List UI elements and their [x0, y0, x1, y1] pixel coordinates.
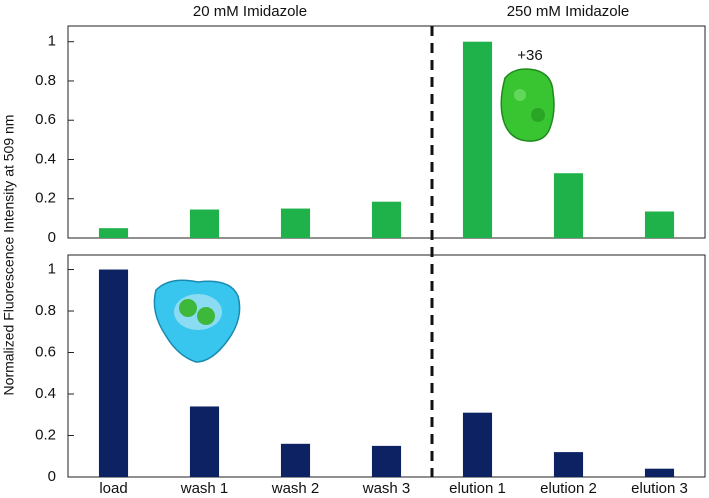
y-tick-label: 0.2 [35, 426, 56, 443]
complex-image [153, 279, 241, 363]
x-tick-label: load [99, 480, 127, 497]
y-axis-label: Normalized Fluorescence Intensity at 509… [1, 115, 17, 396]
y-tick-label: 0.4 [35, 150, 56, 167]
x-tick-label: elution 1 [449, 480, 506, 497]
bar [189, 406, 220, 477]
bar [98, 269, 129, 477]
y-tick-label: 0.2 [35, 190, 56, 207]
x-tick-label: wash 3 [362, 480, 411, 497]
y-tick-label: 1 [48, 33, 56, 50]
y-tick-label: 0.8 [35, 302, 56, 319]
y-tick-label: 0 [48, 468, 56, 485]
bar [553, 452, 584, 477]
annotation: +36 [517, 47, 542, 64]
header: 20 mM Imidazole [193, 3, 307, 20]
y-tick-label: 1 [48, 260, 56, 277]
bar [644, 211, 675, 238]
header: 250 mM Imidazole [507, 3, 630, 20]
bar [553, 173, 584, 238]
x-tick-label: elution 2 [540, 480, 597, 497]
bar [280, 443, 311, 477]
x-tick-label: wash 1 [180, 480, 229, 497]
y-tick-label: 0.6 [35, 343, 56, 360]
bar [371, 445, 402, 477]
bar [462, 41, 493, 238]
bar [189, 209, 220, 238]
bar [644, 468, 675, 477]
bar [98, 228, 129, 238]
bar [371, 201, 402, 238]
y-tick-label: 0.4 [35, 385, 56, 402]
y-tick-label: 0 [48, 229, 56, 246]
bar [462, 412, 493, 477]
x-tick-label: elution 3 [631, 480, 688, 497]
x-tick-label: wash 2 [271, 480, 320, 497]
y-tick-label: 0.8 [35, 72, 56, 89]
y-tick-label: 0.6 [35, 111, 56, 128]
bar [280, 208, 311, 238]
protein-image [500, 68, 555, 142]
